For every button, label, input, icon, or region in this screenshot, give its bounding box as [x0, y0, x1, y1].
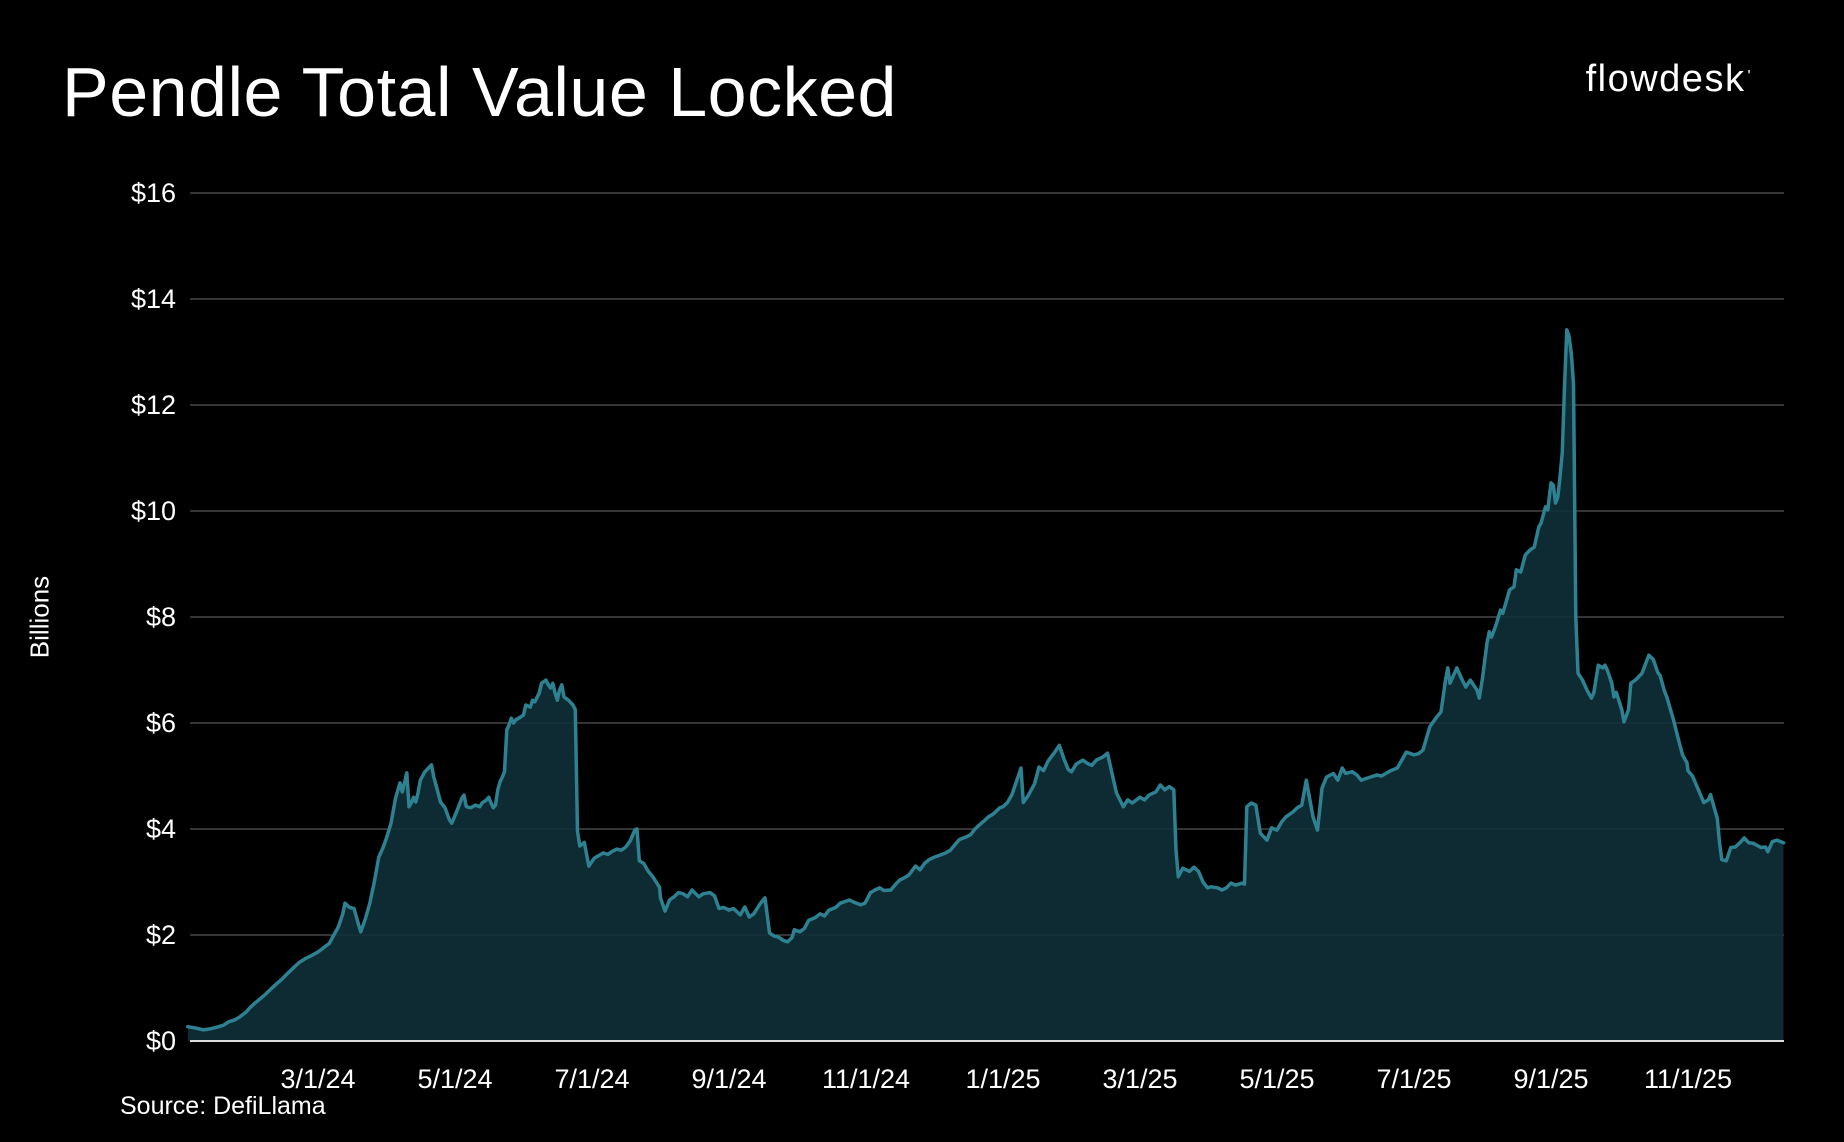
y-tick-label: $8	[146, 602, 176, 632]
y-tick-label: $2	[146, 920, 176, 950]
y-tick-label: $14	[131, 284, 176, 314]
x-tick-label: 9/1/25	[1513, 1064, 1588, 1094]
x-tick-label: 3/1/25	[1102, 1064, 1177, 1094]
x-tick-label: 11/1/24	[822, 1064, 910, 1094]
x-tick-label: 7/1/24	[554, 1064, 629, 1094]
y-tick-label: $16	[131, 178, 176, 208]
x-tick-label: 5/1/25	[1239, 1064, 1314, 1094]
x-tick-label: 11/1/25	[1644, 1064, 1732, 1094]
x-tick-label: 5/1/24	[417, 1064, 492, 1094]
tvl-line	[186, 327, 1786, 1032]
y-tick-label: $4	[146, 814, 176, 844]
x-tick-label: 9/1/24	[691, 1064, 766, 1094]
trademark-tick-icon: '	[1747, 68, 1752, 85]
source-caption: Source: DefiLlama	[120, 1092, 326, 1120]
x-tick-label: 1/1/25	[965, 1064, 1040, 1094]
y-tick-label: $6	[146, 708, 176, 738]
x-tick-labels: 3/1/24 5/1/24 7/1/24 9/1/24 11/1/24 1/1/25 3/1…	[280, 1064, 1732, 1094]
y-tick-label: $10	[131, 496, 176, 526]
flowdesk-logo: flowdesk '	[1586, 58, 1752, 101]
chart-title: Pendle Total Value Locked	[62, 53, 897, 131]
y-tick-label: $12	[131, 390, 176, 420]
y-tick-label: $0	[146, 1026, 176, 1056]
x-tick-label: 7/1/25	[1376, 1064, 1451, 1094]
flowdesk-logo-text: flowdesk	[1585, 58, 1746, 100]
y-tick-labels: $0 $2 $4 $6 $8 $10 $12 $14 $16	[131, 178, 176, 1056]
x-tick-label: 3/1/24	[280, 1064, 355, 1094]
tvl-area-fill	[187, 329, 1784, 1041]
